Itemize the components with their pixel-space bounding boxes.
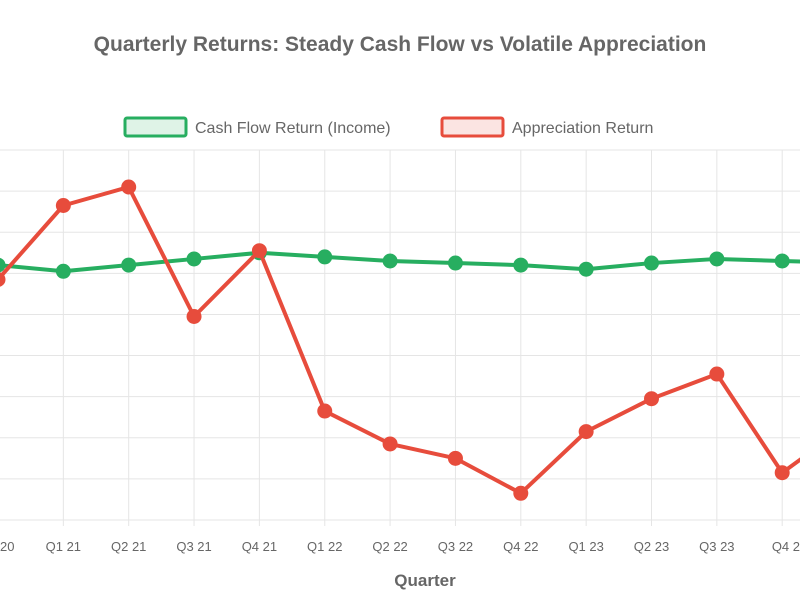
data-point-cash-flow <box>0 257 6 273</box>
data-point-cash-flow <box>186 251 202 267</box>
x-tick-label: Q1 21 <box>46 539 81 554</box>
x-tick-label: Q2 22 <box>372 539 407 554</box>
data-point-appreciation <box>513 485 529 501</box>
legend-item-appreciation[interactable]: Appreciation Return <box>440 116 653 138</box>
data-point-cash-flow <box>578 261 594 277</box>
series-layer <box>0 179 800 501</box>
series-line-appreciation <box>0 185 800 496</box>
data-point-appreciation <box>0 272 6 287</box>
data-point-appreciation <box>55 198 71 213</box>
data-point-appreciation <box>644 391 659 407</box>
x-tick-label: Q1 22 <box>307 539 342 554</box>
x-tick-label: Q4 21 <box>242 539 277 554</box>
x-tick-label: Q3 22 <box>438 539 473 554</box>
x-axis-title: Quarter <box>394 571 456 590</box>
x-tick-label: Q2 23 <box>634 539 669 554</box>
data-point-appreciation <box>382 436 398 452</box>
x-tick-label: Q2 21 <box>111 539 146 554</box>
x-tick-label: Q3 21 <box>176 539 211 554</box>
legend-item-cash-flow[interactable]: Cash Flow Return (Income) <box>123 116 391 138</box>
data-point-appreciation <box>317 403 333 419</box>
legend-swatch-cash-flow <box>123 116 188 138</box>
data-point-appreciation <box>447 450 463 466</box>
legend: Cash Flow Return (Income) Appreciation R… <box>123 116 653 138</box>
data-point-appreciation <box>251 243 267 259</box>
data-point-cash-flow <box>382 253 398 269</box>
data-point-cash-flow <box>317 249 333 265</box>
data-point-appreciation <box>121 179 137 195</box>
legend-label-appreciation: Appreciation Return <box>512 120 653 137</box>
data-point-cash-flow <box>55 263 71 279</box>
data-point-cash-flow <box>709 251 725 267</box>
data-point-appreciation <box>578 424 594 440</box>
x-tick-label: Q3 23 <box>699 539 734 554</box>
series-line-cash-flow <box>0 250 800 274</box>
legend-swatch-appreciation <box>440 116 505 138</box>
data-point-appreciation <box>186 309 202 324</box>
data-point-cash-flow <box>774 253 790 269</box>
data-point-cash-flow <box>121 257 137 273</box>
x-tick-label: 20 <box>0 539 14 554</box>
x-tick-label: Q1 23 <box>568 539 603 554</box>
x-axis-ticks: 20 Q1 21 Q2 21 Q3 21 Q4 21 Q1 22 Q2 22 Q3 22 Q4 … <box>0 539 800 554</box>
x-tick-label: Q4 2 <box>772 539 800 554</box>
legend-label-cash-flow: Cash Flow Return (Income) <box>195 120 391 137</box>
x-tick-label: Q4 22 <box>503 539 538 554</box>
data-point-cash-flow <box>447 255 463 271</box>
data-point-cash-flow <box>513 257 529 273</box>
grid <box>0 149 800 526</box>
data-point-appreciation <box>774 465 790 481</box>
data-point-appreciation <box>709 366 725 382</box>
chart-title: Quarterly Returns: Steady Cash Flow vs V… <box>94 33 707 56</box>
data-point-cash-flow <box>644 255 659 271</box>
